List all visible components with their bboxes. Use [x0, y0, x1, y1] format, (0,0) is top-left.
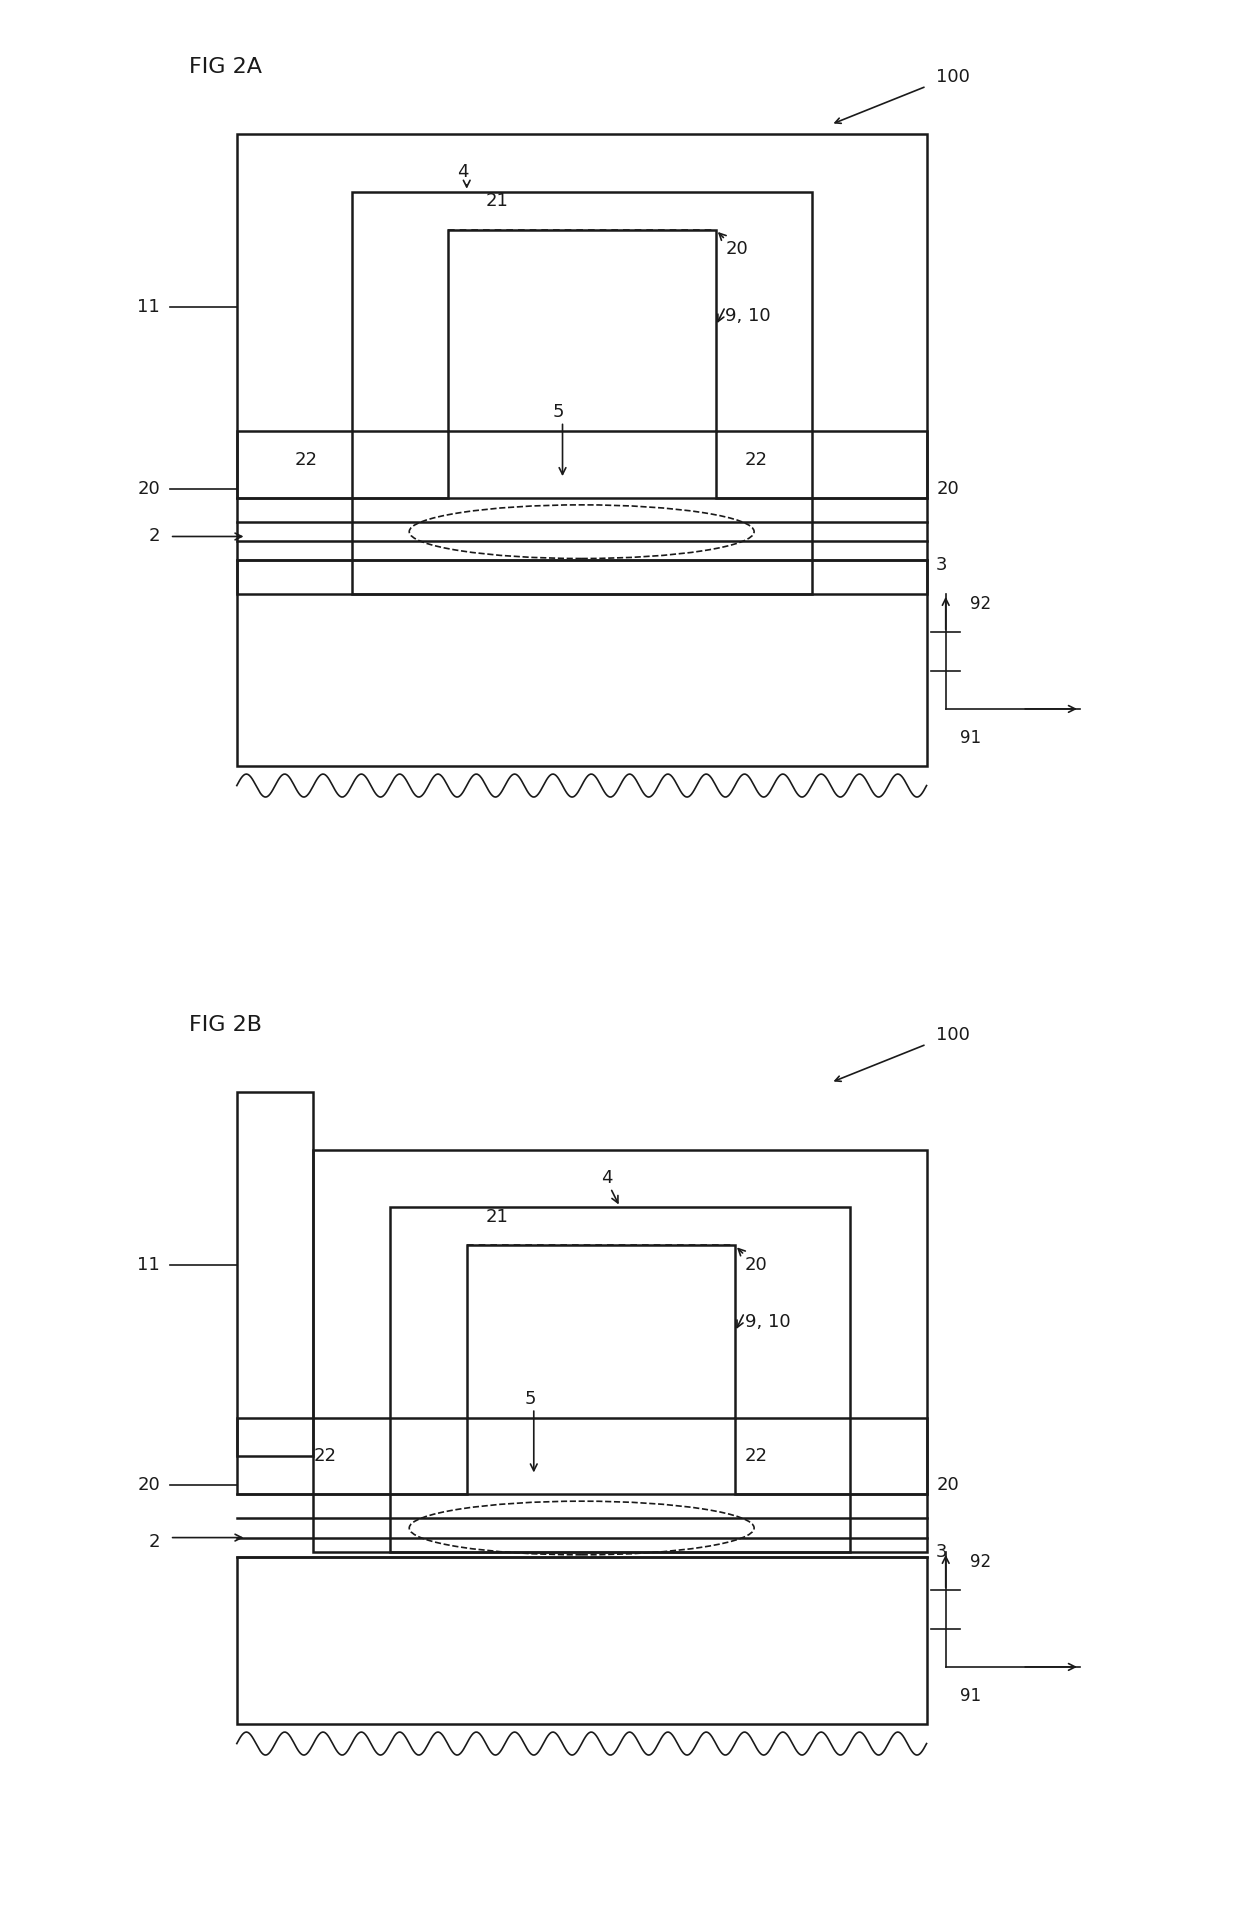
- Bar: [237, 431, 448, 498]
- Text: 20: 20: [138, 1475, 160, 1494]
- Text: FIG 2A: FIG 2A: [188, 57, 262, 77]
- Text: 92: 92: [970, 594, 991, 613]
- Text: 100: 100: [936, 67, 970, 86]
- Bar: [314, 1150, 926, 1552]
- Text: 9, 10: 9, 10: [744, 1312, 790, 1332]
- Text: 91: 91: [960, 728, 981, 747]
- Text: 5: 5: [525, 1389, 536, 1408]
- Text: 4: 4: [458, 163, 469, 182]
- Text: 5: 5: [553, 402, 564, 422]
- Bar: [237, 561, 926, 766]
- Text: 22: 22: [744, 1447, 768, 1466]
- Text: 20: 20: [936, 1475, 959, 1494]
- Text: 91: 91: [960, 1686, 981, 1705]
- Text: 20: 20: [725, 240, 748, 259]
- Text: 100: 100: [936, 1025, 970, 1044]
- Bar: [237, 1418, 466, 1494]
- Text: 21: 21: [486, 1207, 508, 1226]
- Bar: [715, 431, 926, 498]
- Text: 20: 20: [744, 1255, 768, 1274]
- Text: 3: 3: [936, 1542, 947, 1562]
- Text: 2: 2: [149, 527, 160, 546]
- Bar: [448, 230, 715, 431]
- Text: 3: 3: [936, 556, 947, 575]
- Text: 20: 20: [138, 479, 160, 498]
- Text: 21: 21: [486, 192, 508, 211]
- Text: 11: 11: [138, 297, 160, 316]
- Text: 22: 22: [744, 450, 768, 469]
- Text: FIG 2B: FIG 2B: [188, 1015, 262, 1035]
- Text: 92: 92: [970, 1552, 991, 1571]
- Bar: [466, 1245, 735, 1418]
- Text: 20: 20: [936, 479, 959, 498]
- Bar: [391, 1207, 849, 1552]
- Text: 4: 4: [601, 1169, 613, 1188]
- Text: 22: 22: [294, 450, 317, 469]
- Bar: [237, 1092, 314, 1456]
- Bar: [735, 1418, 926, 1494]
- Text: 11: 11: [138, 1255, 160, 1274]
- Bar: [237, 1556, 926, 1724]
- Text: 2: 2: [149, 1533, 160, 1552]
- Text: 22: 22: [314, 1447, 336, 1466]
- Text: 9, 10: 9, 10: [725, 307, 771, 326]
- Bar: [352, 192, 812, 594]
- Bar: [237, 134, 926, 594]
